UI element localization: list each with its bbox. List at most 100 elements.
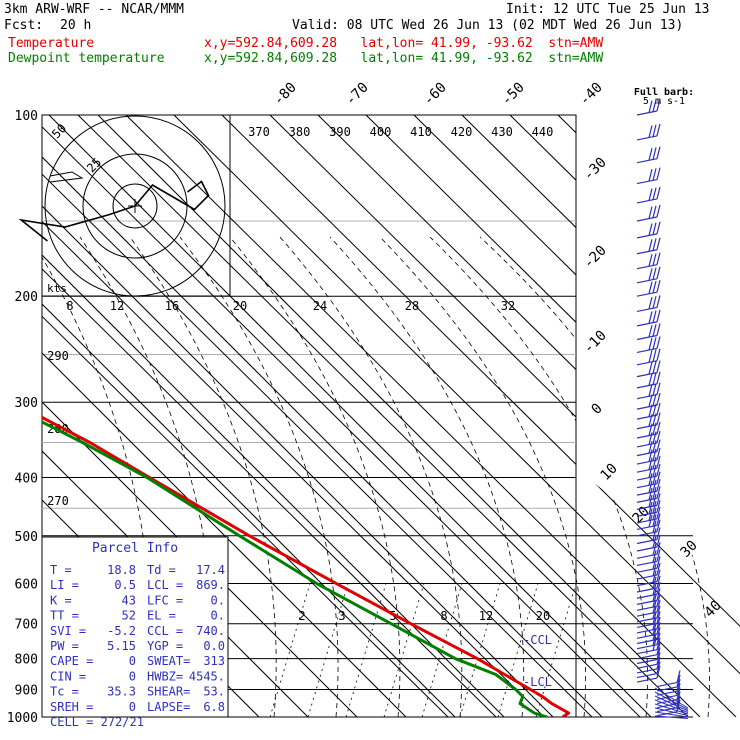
wind-barb-flag <box>648 494 653 508</box>
wind-barb-flag <box>656 656 661 670</box>
wind-barb-shaft <box>636 644 658 650</box>
wind-barb-shaft <box>636 654 658 660</box>
isotherm-line <box>97 115 701 717</box>
parcel-row-label-left: CIN = <box>50 669 86 683</box>
wind-barb-flag <box>656 252 661 265</box>
isotherm-line <box>48 115 652 717</box>
parcel-row-value-left: 5.15 <box>107 639 136 653</box>
wind-barb-flag <box>656 204 661 218</box>
wind-barb-flag <box>652 500 657 514</box>
wind-barb <box>636 549 661 566</box>
wind-barb-flag <box>656 513 661 526</box>
wind-barb-flag <box>656 534 661 548</box>
wind-barb <box>636 98 661 116</box>
isotherm-label: 0 <box>589 401 606 418</box>
wind-barb-flag <box>676 687 681 700</box>
mixing-ratio-line <box>459 583 501 717</box>
wind-barb-flag <box>656 471 661 484</box>
wind-barb-flag <box>648 268 653 281</box>
wind-barb-flag <box>656 637 661 650</box>
wind-barb <box>636 542 661 559</box>
wind-barb-flag <box>656 295 661 308</box>
hodograph-speed-label: 32 <box>501 299 515 313</box>
wind-barb-flag <box>676 699 681 712</box>
moist-adiabat-line <box>379 236 587 717</box>
wind-barb-shaft <box>636 672 658 679</box>
wind-barb-shaft <box>636 483 658 489</box>
isotherm-line <box>42 115 603 717</box>
wind-barb-flag <box>652 431 657 444</box>
wind-barb-surface <box>654 699 689 713</box>
wind-barb-flag <box>656 627 661 640</box>
wind-barb-shaft <box>636 433 658 439</box>
wind-barb-shaft <box>636 605 658 611</box>
wind-barb-shaft <box>636 475 658 481</box>
wind-barb-shaft <box>636 404 658 410</box>
parcel-row-value-right: 53. <box>203 685 225 699</box>
wind-barb-flag <box>648 449 653 462</box>
wind-barb-flag <box>648 384 653 397</box>
wind-barb-flag <box>652 403 657 417</box>
dry-adiabat-line <box>605 115 740 717</box>
wind-barb-flag <box>656 549 661 562</box>
parcel-row-value-left: 0.5 <box>114 578 136 592</box>
wind-barb-flag <box>648 487 653 501</box>
wind-barb-flag <box>652 372 657 385</box>
dewpoint-legend: Dewpoint temperature <box>8 51 165 66</box>
valid-time: Valid: 08 UTC Wed 26 Jun 13 (02 MDT Wed … <box>292 18 684 33</box>
wind-barb-flag <box>656 336 661 349</box>
parcel-row-label-right: LCL = <box>147 578 183 592</box>
hodograph-axis-label: kts <box>47 282 67 295</box>
wind-barb <box>636 402 661 420</box>
wind-barb <box>656 670 681 688</box>
parcel-row-value-left: 52 <box>122 609 136 623</box>
hodograph-ring-label: 25 <box>84 155 104 175</box>
wind-barb-shaft <box>636 424 658 430</box>
wind-barb-flag <box>648 404 653 417</box>
wind-barb <box>636 534 661 552</box>
pressure-label: 900 <box>15 683 38 698</box>
isotherm-label: 30 <box>678 538 701 561</box>
wind-barb-flag <box>648 465 653 478</box>
wind-barb-flag <box>648 281 653 294</box>
dry-adiabat-line <box>317 115 740 717</box>
wind-barb-flag <box>648 350 653 363</box>
wind-barb <box>636 582 661 599</box>
wind-barb-flag <box>652 310 657 323</box>
dry-adiabat-line <box>42 115 545 717</box>
parcel-row-label-left: TT = <box>50 609 79 623</box>
parcel-row-value-left: 0 <box>129 669 136 683</box>
wind-barb <box>636 348 661 366</box>
isotherm-label: -70 <box>343 80 372 109</box>
wind-barb-flag <box>656 392 661 406</box>
wind-barb <box>656 674 681 692</box>
wind-barb <box>636 616 661 634</box>
forecast-label: Fcst: <box>4 18 44 33</box>
wind-barb-flag <box>652 563 657 576</box>
parcel-cell: CELL = 272/21 <box>50 715 144 729</box>
mixing-ratio-label: 2 <box>298 609 305 623</box>
mixing-ratio-label: 8 <box>440 609 447 623</box>
wind-barb-flag <box>652 464 657 477</box>
isotherm-line <box>42 115 358 717</box>
mixing-ratio-label: 12 <box>479 609 493 623</box>
wind-barb-flag <box>652 222 657 235</box>
wind-barb <box>636 652 661 669</box>
lcl-label: -LCL <box>523 675 552 689</box>
wind-barb-flag <box>652 124 657 137</box>
wind-barb-flag <box>652 393 657 407</box>
wind-barb-shaft <box>636 622 658 629</box>
wind-barb <box>636 186 661 204</box>
wind-barb-shaft <box>636 546 658 552</box>
wind-barb <box>636 605 661 623</box>
parcel-info-box: Parcel Info T = 18.8 Td = 17.4 LI = 0.5 LCL = 86… <box>41 536 229 729</box>
moist-adiabat-line <box>42 236 153 717</box>
parcel-row-label-left: SREH = <box>50 700 93 714</box>
isotherm-line <box>42 115 505 717</box>
wind-barb <box>636 647 661 665</box>
wind-barbs <box>636 98 689 719</box>
wind-barb-shaft <box>636 677 658 683</box>
wind-barb-shaft <box>636 663 658 669</box>
wind-barb-flag <box>652 528 657 541</box>
